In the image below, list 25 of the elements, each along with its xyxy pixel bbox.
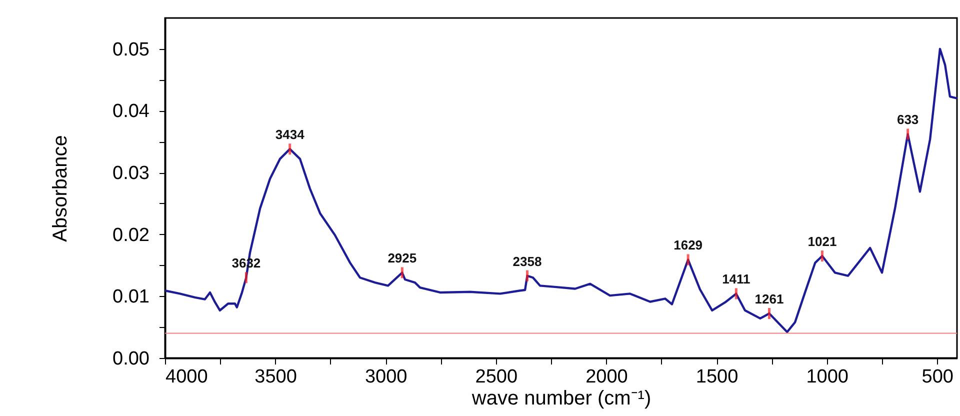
- x-axis-title: wave number (cm⁻¹): [470, 388, 652, 410]
- y-axis-title: Absorbance: [50, 135, 72, 242]
- annotation: 3434: [275, 127, 306, 142]
- x-tick-label: 4000: [166, 366, 208, 388]
- x-tick-label: 500: [922, 366, 954, 388]
- y-tick-label: 0.00: [112, 348, 150, 370]
- annotation: 2925: [388, 250, 417, 266]
- annotation: 1261: [754, 291, 784, 306]
- annotation: 1411: [722, 272, 750, 287]
- annotation: 1021: [808, 234, 837, 249]
- annotation: 1629: [674, 238, 703, 253]
- annotation: 633: [896, 112, 919, 128]
- y-tick-label: 0.05: [112, 39, 150, 60]
- y-tick-label: 0.04: [112, 101, 150, 122]
- x-tick-label: 1500: [696, 366, 738, 388]
- x-tick-label: 2500: [475, 366, 518, 388]
- line-series: [165, 48, 957, 334]
- x-tick-label: 3500: [254, 366, 297, 388]
- x-tick-label: 3000: [364, 366, 408, 388]
- y-tick-label: 0.03: [112, 163, 150, 184]
- x-tick-label: 1000: [806, 366, 848, 388]
- x-tick-label: 2000: [586, 366, 628, 388]
- y-tick-label: 0.02: [112, 224, 150, 246]
- y-tick-label: 0.01: [112, 286, 150, 308]
- annotation: 2358: [512, 254, 542, 269]
